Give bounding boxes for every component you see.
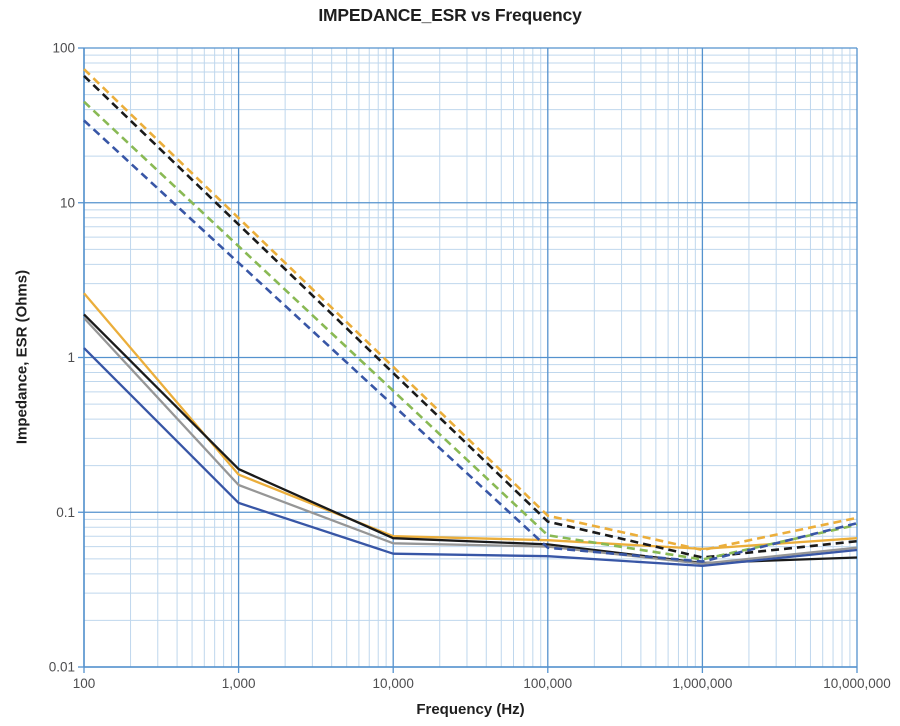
y-tick-label: 0.01: [49, 660, 75, 675]
series-esr-dashed-blue: [83, 119, 858, 563]
y-axis-title: Impedance, ESR (Ohms): [13, 269, 31, 445]
series-impedance-solid-blue: [83, 347, 858, 568]
x-tick-label: 100,000: [523, 676, 572, 691]
x-tick-label: 10,000,000: [823, 676, 891, 691]
series-esr-dashed-green: [83, 100, 858, 561]
y-tick-label: 100: [52, 41, 75, 56]
x-tick-label: 10,000: [373, 676, 414, 691]
x-axis-title: Frequency (Hz): [416, 701, 525, 718]
x-tick-label: 1,000: [222, 676, 256, 691]
y-tick-label: 0.1: [56, 505, 75, 520]
series-esr-dashed-black: [83, 74, 858, 559]
x-tick-label: 1,000,000: [672, 676, 732, 691]
series-impedance-solid-gold: [83, 292, 858, 551]
chart-title: IMPEDANCE_ESR vs Frequency: [318, 5, 582, 25]
x-tick-label: 100: [73, 676, 96, 691]
series-impedance-solid-gray: [83, 317, 858, 565]
y-tick-label: 10: [60, 195, 75, 210]
y-tick-label: 1: [67, 350, 75, 365]
series-esr-dashed-gold: [83, 68, 858, 552]
